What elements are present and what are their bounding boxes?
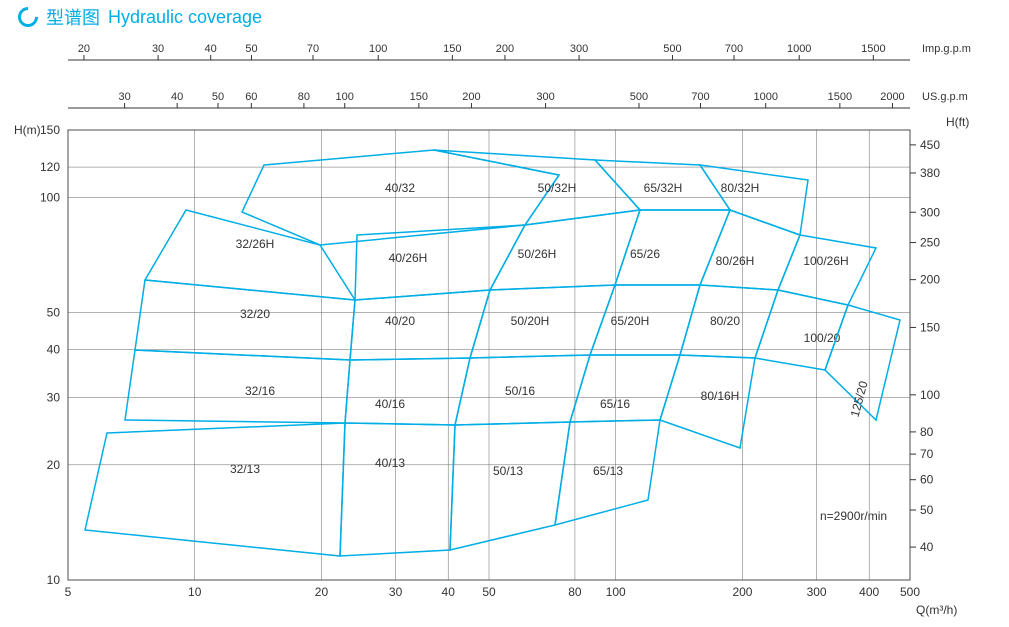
- svg-text:65/13: 65/13: [593, 464, 623, 478]
- svg-text:200: 200: [920, 273, 940, 287]
- svg-text:H(m): H(m): [14, 123, 41, 137]
- svg-text:200: 200: [462, 91, 480, 103]
- svg-text:65/16: 65/16: [600, 397, 630, 411]
- svg-text:80: 80: [298, 91, 310, 103]
- svg-text:380: 380: [920, 166, 940, 180]
- svg-text:80: 80: [568, 585, 582, 599]
- svg-text:50/13: 50/13: [493, 464, 523, 478]
- coverage-chart: 5 10 20 30 40 50 80 100 200 300 400 500 Q(m³/h) 10 20 3…: [0, 0, 1009, 627]
- svg-text:100: 100: [40, 190, 60, 204]
- svg-text:32/20: 32/20: [240, 307, 270, 321]
- svg-text:50: 50: [212, 91, 224, 103]
- svg-text:200: 200: [732, 585, 752, 599]
- svg-text:150: 150: [920, 320, 940, 334]
- svg-text:70: 70: [920, 447, 934, 461]
- svg-text:700: 700: [725, 43, 743, 55]
- svg-text:700: 700: [691, 91, 709, 103]
- svg-text:150: 150: [443, 43, 461, 55]
- svg-text:500: 500: [663, 43, 681, 55]
- svg-text:30: 30: [118, 91, 130, 103]
- svg-text:250: 250: [920, 236, 940, 250]
- svg-text:100: 100: [369, 43, 387, 55]
- svg-text:80: 80: [920, 425, 934, 439]
- svg-text:65/32H: 65/32H: [644, 181, 683, 195]
- svg-text:80/16H: 80/16H: [701, 389, 740, 403]
- svg-text:H(ft): H(ft): [946, 115, 969, 129]
- svg-text:Q(m³/h): Q(m³/h): [916, 603, 957, 617]
- svg-text:32/26H: 32/26H: [236, 237, 275, 251]
- svg-text:120: 120: [40, 160, 60, 174]
- svg-text:50: 50: [245, 43, 257, 55]
- svg-text:40/13: 40/13: [375, 456, 405, 470]
- svg-text:US.g.p.m: US.g.p.m: [922, 91, 968, 103]
- svg-text:30: 30: [47, 390, 61, 404]
- svg-text:40: 40: [920, 540, 934, 554]
- title-en: Hydraulic coverage: [108, 7, 262, 28]
- svg-text:40: 40: [442, 585, 456, 599]
- svg-text:300: 300: [536, 91, 554, 103]
- svg-text:150: 150: [40, 123, 60, 137]
- svg-text:20: 20: [78, 43, 90, 55]
- svg-text:150: 150: [410, 91, 428, 103]
- svg-text:80/26H: 80/26H: [716, 254, 755, 268]
- svg-text:50/32H: 50/32H: [538, 181, 577, 195]
- svg-text:n=2900r/min: n=2900r/min: [820, 509, 887, 523]
- svg-text:60: 60: [920, 473, 934, 487]
- svg-text:30: 30: [389, 585, 403, 599]
- svg-text:300: 300: [920, 205, 940, 219]
- svg-text:400: 400: [859, 585, 879, 599]
- svg-text:10: 10: [47, 573, 61, 587]
- svg-text:5: 5: [65, 585, 72, 599]
- svg-text:65/20H: 65/20H: [611, 314, 650, 328]
- svg-text:Imp.g.p.m: Imp.g.p.m: [922, 43, 971, 55]
- svg-text:500: 500: [900, 585, 920, 599]
- svg-text:125/20: 125/20: [848, 379, 871, 418]
- svg-text:10: 10: [188, 585, 202, 599]
- svg-text:50/20H: 50/20H: [511, 314, 550, 328]
- svg-text:1000: 1000: [753, 91, 777, 103]
- svg-text:50: 50: [920, 503, 934, 517]
- svg-text:40: 40: [171, 91, 183, 103]
- svg-text:80/20: 80/20: [710, 314, 740, 328]
- svg-text:100/26H: 100/26H: [803, 254, 848, 268]
- svg-text:70: 70: [307, 43, 319, 55]
- svg-text:1000: 1000: [787, 43, 811, 55]
- title-cn: 型谱图: [46, 4, 100, 30]
- svg-text:100: 100: [606, 585, 626, 599]
- svg-text:50: 50: [482, 585, 496, 599]
- svg-text:80/32H: 80/32H: [721, 181, 760, 195]
- svg-text:65/26: 65/26: [630, 247, 660, 261]
- svg-text:50/26H: 50/26H: [518, 247, 557, 261]
- svg-text:40/32: 40/32: [385, 181, 415, 195]
- svg-text:40/20: 40/20: [385, 314, 415, 328]
- svg-text:1500: 1500: [828, 91, 852, 103]
- svg-text:32/16: 32/16: [245, 384, 275, 398]
- svg-text:100: 100: [920, 388, 940, 402]
- svg-text:32/13: 32/13: [230, 462, 260, 476]
- svg-text:60: 60: [245, 91, 257, 103]
- logo-icon: [14, 3, 42, 31]
- svg-text:40/26H: 40/26H: [389, 251, 428, 265]
- svg-text:500: 500: [630, 91, 648, 103]
- svg-text:20: 20: [315, 585, 329, 599]
- svg-text:50/16: 50/16: [505, 384, 535, 398]
- svg-text:200: 200: [496, 43, 514, 55]
- svg-text:20: 20: [47, 458, 61, 472]
- svg-text:1500: 1500: [861, 43, 885, 55]
- svg-text:300: 300: [807, 585, 827, 599]
- svg-text:300: 300: [570, 43, 588, 55]
- svg-text:40: 40: [205, 43, 217, 55]
- svg-text:2000: 2000: [880, 91, 904, 103]
- svg-text:450: 450: [920, 138, 940, 152]
- svg-text:40/16: 40/16: [375, 397, 405, 411]
- svg-text:30: 30: [152, 43, 164, 55]
- svg-text:40: 40: [47, 343, 61, 357]
- svg-text:50: 50: [47, 306, 61, 320]
- svg-text:100: 100: [336, 91, 354, 103]
- chart-title: 型谱图 Hydraulic coverage: [18, 4, 262, 30]
